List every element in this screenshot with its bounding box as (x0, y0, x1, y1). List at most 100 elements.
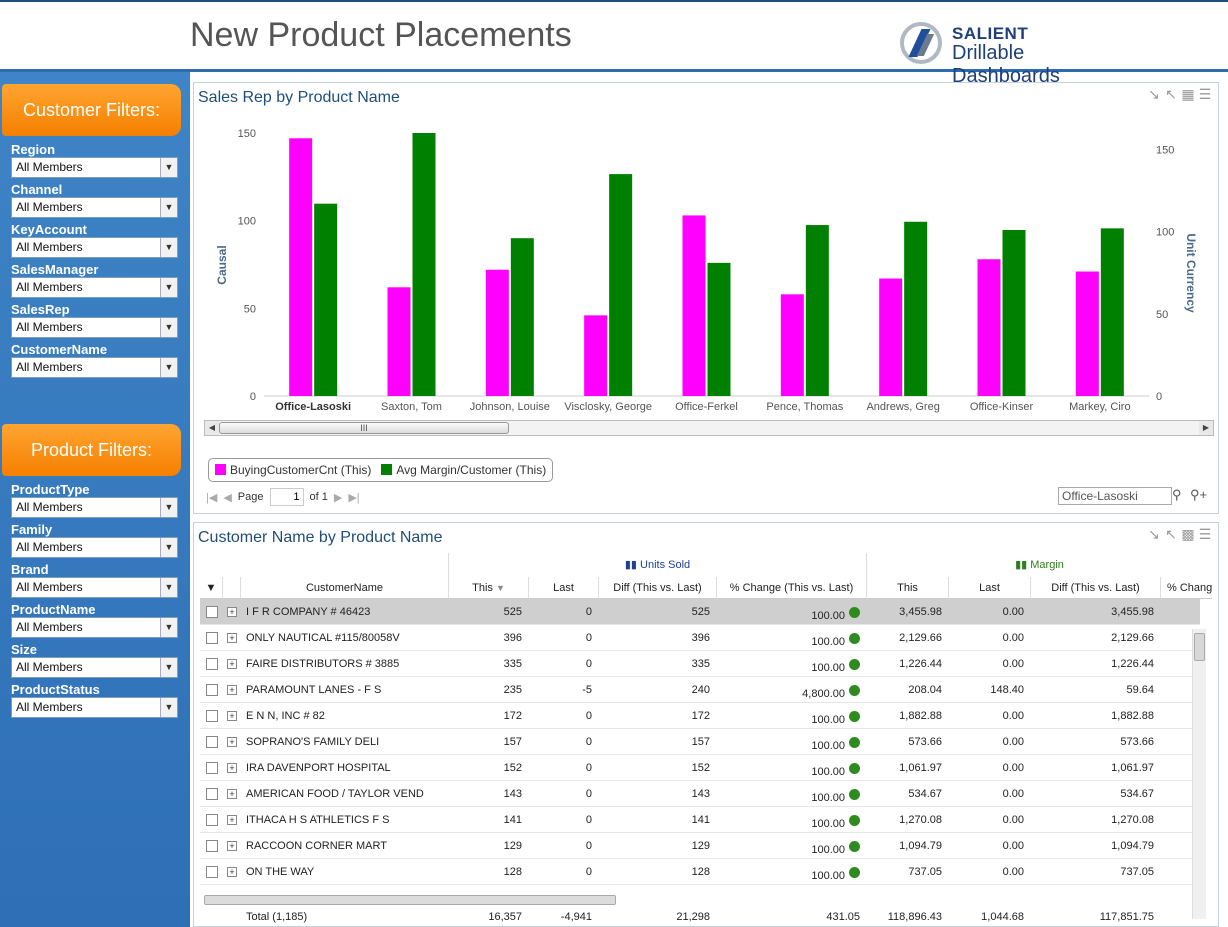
row-checkbox[interactable] (206, 736, 218, 748)
table-row[interactable]: + ON THE WAY 128 0 128 100.00 737.05 0.00 737.05 (200, 859, 1200, 885)
table-row[interactable]: + ITHACA H S ATHLETICS F S 141 0 141 100.00 1,… (200, 807, 1200, 833)
expand-row-icon[interactable]: + (227, 607, 237, 617)
prev-page-icon[interactable]: ◀ (223, 491, 232, 504)
grid-vertical-scrollbar[interactable] (1192, 629, 1206, 919)
table-row[interactable]: + E N N, INC # 82 172 0 172 100.00 1,882.88 0.0… (200, 703, 1200, 729)
table-row[interactable]: + IRA DAVENPORT HOSPITAL 152 0 152 100.00 1,06… (200, 755, 1200, 781)
chevron-down-icon[interactable]: ▼ (160, 278, 177, 297)
legend-item-series-1[interactable]: BuyingCustomerCnt (This) (215, 463, 371, 477)
chevron-down-icon[interactable]: ▼ (160, 578, 177, 597)
table-row[interactable]: + AMERICAN FOOD / TAYLOR VEND 143 0 143 100.0… (200, 781, 1200, 807)
menu-icon[interactable]: ☰ (1198, 526, 1212, 542)
minimize-icon[interactable]: ↘ (1148, 86, 1160, 102)
table-row[interactable]: + RACCOON CORNER MART 129 0 129 100.00 1,094.7… (200, 833, 1200, 859)
menu-icon[interactable]: ☰ (1198, 86, 1212, 102)
next-page-icon[interactable]: ▶ (333, 491, 343, 504)
product-filter-select[interactable]: All Members ▼ (11, 537, 178, 558)
scroll-thumb[interactable]: III (219, 422, 509, 434)
expand-row-icon[interactable]: + (227, 815, 237, 825)
product-filter-select[interactable]: All Members ▼ (11, 697, 178, 718)
product-filter-select[interactable]: All Members ▼ (11, 617, 178, 638)
chevron-down-icon[interactable]: ▼ (160, 198, 177, 217)
col-units-this[interactable]: This ▼ (448, 577, 528, 599)
maximize-icon[interactable]: ↖ (1165, 86, 1177, 102)
chevron-down-icon[interactable]: ▼ (160, 498, 177, 517)
expand-row-icon[interactable]: + (227, 763, 237, 773)
chevron-down-icon[interactable]: ▼ (160, 158, 177, 177)
scroll-right-icon[interactable]: ▶ (1199, 421, 1213, 435)
product-filter-select[interactable]: All Members ▼ (11, 577, 178, 598)
bar-series-1 (584, 315, 608, 396)
product-filter-select[interactable]: All Members ▼ (11, 497, 178, 518)
customer-filter-select[interactable]: All Members ▼ (11, 197, 178, 218)
maximize-icon[interactable]: ↖ (1165, 526, 1177, 542)
expand-row-icon[interactable]: + (227, 633, 237, 643)
cell-units-pct-text: 100.00 (811, 636, 845, 648)
customer-filters-heading: Customer Filters: (2, 84, 181, 136)
chevron-down-icon[interactable]: ▼ (160, 318, 177, 337)
row-checkbox[interactable] (206, 866, 218, 878)
legend-item-series-2[interactable]: Avg Margin/Customer (This) (381, 463, 546, 477)
customer-filter-select[interactable]: All Members ▼ (11, 157, 178, 178)
expand-row-icon[interactable]: + (227, 737, 237, 747)
chevron-down-icon[interactable]: ▼ (160, 358, 177, 377)
page-number-input[interactable] (269, 488, 304, 506)
col-units-last[interactable]: Last (528, 577, 598, 599)
product-filter-select[interactable]: All Members ▼ (11, 657, 178, 678)
table-row[interactable]: + SOPRANO'S FAMILY DELI 157 0 157 100.00 573.6… (200, 729, 1200, 755)
col-units-pct[interactable]: % Change (This vs. Last) (716, 577, 866, 599)
row-checkbox[interactable] (206, 710, 218, 722)
chevron-down-icon[interactable]: ▼ (160, 658, 177, 677)
table-row[interactable]: + ONLY NAUTICAL #115/80058V 396 0 396 100.00 2… (200, 625, 1200, 651)
customer-filter-select[interactable]: All Members ▼ (11, 277, 178, 298)
row-checkbox[interactable] (206, 658, 218, 670)
grid-horizontal-scrollbar[interactable] (204, 895, 616, 905)
add-search-icon[interactable]: ⚲+ (1190, 487, 1208, 502)
col-margin-diff[interactable]: Diff (This vs. Last) (1030, 577, 1160, 599)
first-page-icon[interactable]: |◀ (206, 491, 218, 504)
customer-filter-select[interactable]: All Members ▼ (11, 357, 178, 378)
minimize-icon[interactable]: ↘ (1148, 526, 1160, 542)
expand-row-icon[interactable]: + (227, 867, 237, 877)
row-checkbox[interactable] (206, 840, 218, 852)
table-row[interactable]: + I F R COMPANY # 46423 525 0 525 100.00 3,455… (200, 599, 1200, 625)
expand-row-icon[interactable]: + (227, 659, 237, 669)
col-margin-this[interactable]: This (866, 577, 948, 599)
row-checkbox[interactable] (206, 814, 218, 826)
chart-view-icon[interactable]: ▩ (1181, 526, 1195, 542)
customer-filter-select[interactable]: All Members ▼ (11, 317, 178, 338)
chart-horizontal-scrollbar[interactable]: ◀ III ▶ (204, 420, 1214, 436)
green-status-dot-icon (849, 867, 860, 878)
table-row[interactable]: + PARAMOUNT LANES - F S 235 -5 240 4,800.00 20… (200, 677, 1200, 703)
row-checkbox[interactable] (206, 606, 218, 618)
chevron-down-icon[interactable]: ▼ (160, 538, 177, 557)
expand-row-icon[interactable]: + (227, 841, 237, 851)
chart-search-input[interactable] (1058, 487, 1172, 505)
cell-margin-diff: 737.05 (1030, 859, 1160, 885)
col-margin-last[interactable]: Last (948, 577, 1030, 599)
row-checkbox[interactable] (206, 684, 218, 696)
chevron-down-icon[interactable]: ▼ (160, 238, 177, 257)
last-page-icon[interactable]: ▶| (348, 491, 360, 504)
cell-units-last-text: -5 (582, 684, 592, 696)
vscroll-thumb[interactable] (1194, 633, 1205, 661)
bar-series-2 (805, 225, 829, 396)
col-units-diff[interactable]: Diff (This vs. Last) (598, 577, 716, 599)
chart-legend: BuyingCustomerCnt (This) Avg Margin/Cust… (208, 458, 554, 482)
expand-row-icon[interactable]: + (227, 711, 237, 721)
chevron-down-icon[interactable]: ▼ (160, 698, 177, 717)
expand-row-icon[interactable]: + (227, 789, 237, 799)
search-icon[interactable]: ⚲ (1172, 487, 1182, 502)
scroll-left-icon[interactable]: ◀ (205, 421, 219, 435)
row-checkbox[interactable] (206, 762, 218, 774)
row-menu-icon[interactable]: ▼ (200, 577, 222, 599)
chevron-down-icon[interactable]: ▼ (160, 618, 177, 637)
customer-filter-select[interactable]: All Members ▼ (11, 237, 178, 258)
table-row[interactable]: + FAIRE DISTRIBUTORS # 3885 335 0 335 100.00 1… (200, 651, 1200, 677)
expand-row-icon[interactable]: + (227, 685, 237, 695)
row-checkbox[interactable] (206, 632, 218, 644)
col-margin-pct[interactable]: % Change (1160, 577, 1212, 599)
row-checkbox[interactable] (206, 788, 218, 800)
col-customer-name[interactable]: CustomerName (240, 577, 448, 599)
grid-view-icon[interactable]: ▦ (1181, 86, 1195, 102)
